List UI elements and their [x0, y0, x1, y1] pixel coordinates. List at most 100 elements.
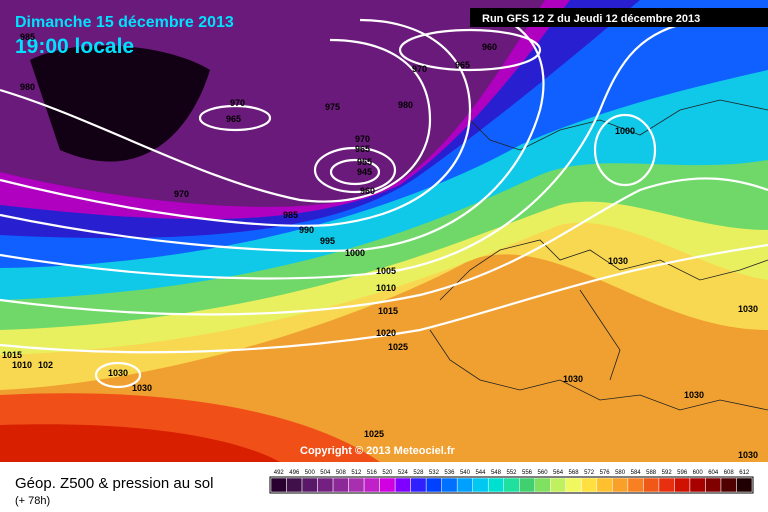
colorbar-swatch	[612, 477, 629, 493]
isobar-label: 1030	[684, 390, 704, 400]
isobar-label: 960	[482, 42, 497, 52]
isobar-label: 1010	[12, 360, 32, 370]
colorbar-label: 600	[693, 470, 704, 476]
isobar	[313, 146, 397, 194]
isobar-label: 1030	[108, 368, 128, 378]
colorbar-label: 504	[320, 470, 331, 476]
run-box	[470, 8, 768, 27]
isobar-label: 1010	[376, 283, 396, 293]
footer-title: Géop. Z500 & pression au sol	[15, 475, 213, 492]
colorbar-swatch	[519, 477, 536, 493]
isobar-label: 965	[355, 144, 370, 154]
isobar-label: 1015	[2, 350, 22, 360]
colorbar-swatch	[581, 477, 598, 493]
isobar-label: 945	[357, 167, 372, 177]
colorbar-swatch	[317, 477, 334, 493]
colorbar-label: 520	[382, 470, 393, 476]
isobar-label: 1000	[345, 248, 365, 258]
isobar-label: 980	[398, 100, 413, 110]
colorbar-swatch	[301, 477, 318, 493]
colorbar-swatch	[674, 477, 691, 493]
colorbar-swatch	[689, 477, 706, 493]
isobar-label: 995	[320, 236, 335, 246]
isobar-label: 980	[20, 82, 35, 92]
isobar	[198, 104, 272, 132]
colorbar-label: 612	[739, 470, 750, 476]
colorbar-swatch	[332, 477, 349, 493]
colorbar-label: 500	[305, 470, 316, 476]
isobar-label: 1025	[388, 342, 408, 352]
field-core	[30, 45, 210, 162]
isobar	[0, 38, 432, 203]
map-time: 19:00 locale	[15, 35, 134, 58]
colorbar-label: 552	[506, 470, 517, 476]
isobar-label: 965	[455, 60, 470, 70]
isobar	[398, 28, 542, 72]
isobar	[0, 243, 768, 354]
colorbar-label: 540	[460, 470, 471, 476]
isobar	[329, 158, 381, 186]
isobar-label: 1030	[608, 256, 628, 266]
colorbar-label: 532	[429, 470, 440, 476]
isobar	[0, 18, 701, 280]
colorbar-swatch	[487, 477, 504, 493]
isobar-label: 1025	[364, 429, 384, 439]
isobar	[0, 18, 472, 227]
colorbar-label: 516	[367, 470, 378, 476]
colorbar-swatch	[410, 477, 427, 493]
colorbar-swatch	[565, 477, 582, 493]
colorbar-label: 592	[662, 470, 673, 476]
isobar	[0, 177, 768, 316]
colorbar-swatch	[286, 477, 303, 493]
isobar-label: 1015	[378, 306, 398, 316]
colorbar-swatch	[658, 477, 675, 493]
colorbar-label: 588	[646, 470, 657, 476]
isobar-label: 102	[38, 360, 53, 370]
colorbar-swatch	[503, 477, 520, 493]
colorbar-swatch	[456, 477, 473, 493]
isobar-label: 985	[20, 32, 35, 42]
isobar-label: 1030	[132, 383, 152, 393]
run-info: Run GFS 12 Z du Jeudi 12 décembre 2013	[482, 13, 700, 25]
isobar	[94, 361, 142, 389]
colorbar-swatch	[441, 477, 458, 493]
colorbar-label: 564	[553, 470, 564, 476]
isobar-label: 970	[355, 134, 370, 144]
map-date: Dimanche 15 décembre 2013	[15, 14, 234, 31]
colorbar-swatch	[627, 477, 644, 493]
colorbar-frame	[269, 476, 754, 494]
coastline	[429, 99, 768, 411]
colorbar-label: 556	[522, 470, 533, 476]
isobar-label: 970	[412, 64, 427, 74]
colorbar-label: 548	[491, 470, 502, 476]
colorbar-swatch	[472, 477, 489, 493]
colorbar-label: 560	[538, 470, 549, 476]
colorbar-swatch	[736, 477, 753, 493]
colorbar-label: 580	[615, 470, 626, 476]
colorbar-label: 508	[336, 470, 347, 476]
footer-lead: (+ 78h)	[15, 495, 50, 507]
colorbar-swatch	[596, 477, 613, 493]
isobar	[593, 113, 657, 187]
colorbar-label: 584	[631, 470, 642, 476]
colorbar-label: 492	[274, 470, 285, 476]
colorbar-label: 608	[724, 470, 735, 476]
colorbar-label: 576	[600, 470, 611, 476]
colorbar-swatch	[270, 477, 287, 493]
colorbar-swatch	[720, 477, 737, 493]
colorbar-swatch	[379, 477, 396, 493]
isobar-label: 1020	[376, 328, 396, 338]
isobar-label: 955	[357, 157, 372, 167]
colorbar-label: 512	[351, 470, 362, 476]
isobar-label: 990	[299, 225, 314, 235]
colorbar-swatch	[534, 477, 551, 493]
field-band	[0, 424, 280, 462]
colorbar-swatch	[348, 477, 365, 493]
colorbar-label: 604	[708, 470, 719, 476]
isobar-label: 960	[360, 186, 375, 196]
colorbar-label: 528	[413, 470, 424, 476]
isobar-label: 1000	[615, 126, 635, 136]
colorbar-label: 524	[398, 470, 409, 476]
